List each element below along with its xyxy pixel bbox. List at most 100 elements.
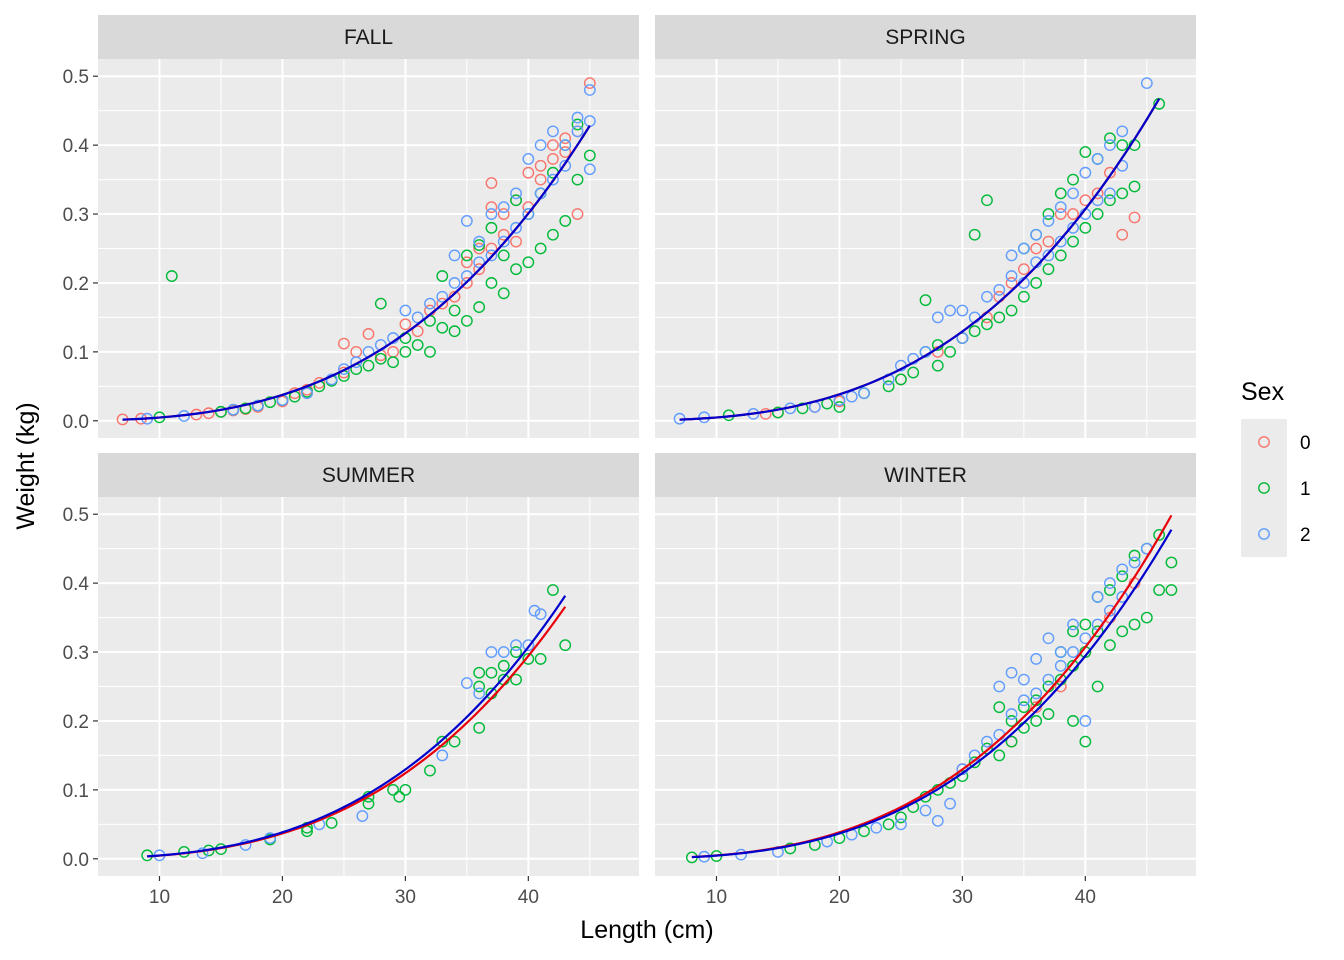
- data-point-sex-0: [1005, 277, 1018, 289]
- data-point-sex-2: [473, 687, 486, 700]
- data-point-sex-1: [497, 659, 510, 672]
- data-point-sex-2: [460, 677, 473, 689]
- data-point-sex-2: [251, 399, 264, 412]
- data-point-sex-1: [387, 783, 399, 796]
- data-point-sex-1: [1165, 556, 1178, 569]
- panel-summer: SUMMER 0.0 0.1 0.2 0.3 0.4 0.5 10 20 30 40: [63, 453, 639, 908]
- data-point-sex-2: [931, 311, 944, 324]
- data-point-sex-1: [1091, 208, 1104, 220]
- legend-key-background: [1241, 465, 1287, 511]
- data-point-sex-2: [473, 235, 486, 248]
- data-point-sex-1: [1153, 584, 1166, 596]
- data-point-sex-2: [1005, 270, 1018, 282]
- data-point-sex-1: [1128, 549, 1141, 562]
- data-point-sex-0: [571, 208, 584, 220]
- data-point-sex-1: [944, 345, 956, 358]
- data-point-sex-1: [1104, 194, 1116, 207]
- data-point-sex-2: [1116, 591, 1129, 603]
- y-tick-label: 0.1: [63, 343, 89, 364]
- data-point-sex-2: [436, 290, 449, 303]
- data-point-sex-1: [362, 797, 375, 810]
- data-point-sex-0: [1128, 211, 1141, 224]
- data-point-sex-1: [448, 304, 461, 317]
- data-point-sex-1: [1067, 715, 1079, 727]
- data-point-sex-1: [1067, 235, 1079, 248]
- data-point-sex-1: [374, 352, 387, 365]
- data-point-sex-0: [759, 407, 772, 420]
- data-point-sex-2: [1030, 653, 1043, 665]
- data-point-sex-2: [956, 332, 969, 344]
- data-point-sex-2: [981, 735, 993, 748]
- data-point-sex-1: [448, 735, 461, 748]
- data-point-sex-2: [1104, 139, 1116, 152]
- data-point-sex-2: [1104, 187, 1116, 200]
- y-tick-label: 0.1: [63, 781, 89, 802]
- data-point-sex-1: [895, 373, 907, 386]
- data-point-sex-1: [547, 584, 559, 596]
- legend-label: 0: [1300, 433, 1311, 454]
- data-point-sex-1: [993, 749, 1006, 762]
- data-point-sex-1: [1104, 584, 1116, 596]
- data-point-sex-1: [1128, 180, 1141, 193]
- data-point-sex-2: [448, 277, 461, 289]
- data-point-sex-2: [1054, 646, 1067, 658]
- data-point-sex-2: [571, 111, 584, 124]
- data-point-sex-1: [559, 215, 572, 227]
- data-point-sex-1: [968, 756, 981, 769]
- data-point-sex-2: [1140, 77, 1153, 90]
- x-tick-label: 40: [1075, 887, 1096, 908]
- data-point-sex-0: [473, 263, 486, 276]
- y-tick-label: 0.2: [63, 274, 89, 295]
- data-point-sex-1: [1067, 173, 1079, 186]
- data-point-sex-2: [301, 387, 313, 400]
- data-point-sex-1: [1005, 715, 1018, 727]
- data-point-sex-2: [944, 797, 956, 810]
- legend-label: 2: [1300, 525, 1311, 546]
- data-point-sex-1: [1079, 618, 1092, 631]
- data-point-sex-1: [1079, 221, 1092, 234]
- data-point-sex-1: [1030, 715, 1043, 727]
- data-point-sex-1: [436, 270, 449, 282]
- fit-curve-blue: [147, 595, 567, 858]
- data-point-sex-0: [1116, 228, 1129, 241]
- data-point-sex-2: [1116, 125, 1129, 138]
- data-point-sex-2: [1104, 604, 1116, 617]
- data-point-sex-1: [1116, 139, 1129, 152]
- data-point-sex-1: [485, 277, 498, 289]
- data-point-sex-1: [833, 401, 846, 413]
- data-point-sex-2: [1017, 673, 1030, 686]
- data-point-sex-1: [473, 239, 486, 251]
- data-point-sex-2: [1042, 215, 1055, 227]
- data-point-sex-2: [338, 363, 350, 375]
- data-point-sex-0: [547, 139, 559, 152]
- data-point-sex-1: [1005, 735, 1018, 748]
- x-axis-title: Length (cm): [580, 916, 713, 944]
- x-tick-label: 20: [272, 887, 293, 908]
- data-point-sex-0: [411, 325, 424, 338]
- data-point-sex-1: [534, 242, 547, 255]
- legend: Sex 0 1 2: [1241, 378, 1311, 557]
- data-point-sex-2: [196, 847, 209, 860]
- data-point-sex-2: [1017, 242, 1030, 255]
- data-point-sex-1: [784, 842, 797, 855]
- y-axis-title: Weight (kg): [12, 402, 40, 529]
- data-point-sex-1: [510, 263, 522, 276]
- data-point-sex-0: [399, 318, 412, 331]
- data-point-sex-2: [1067, 618, 1079, 631]
- data-point-sex-2: [1005, 666, 1018, 679]
- data-point-sex-0: [1054, 680, 1067, 693]
- data-point-sex-2: [1091, 591, 1104, 603]
- data-point-sex-0: [460, 256, 473, 269]
- legend-title: Sex: [1241, 378, 1285, 406]
- data-point-sex-1: [919, 294, 932, 307]
- data-point-sex-1: [981, 318, 993, 331]
- data-point-sex-0: [1091, 187, 1104, 200]
- data-point-sex-2: [534, 608, 547, 621]
- data-point-sex-1: [1054, 249, 1067, 262]
- data-point-sex-2: [460, 215, 473, 227]
- data-point-sex-1: [1104, 132, 1116, 145]
- facet-strip: [655, 15, 1196, 59]
- data-point-sex-1: [547, 228, 559, 241]
- data-point-sex-2: [858, 387, 870, 400]
- data-point-sex-0: [497, 208, 510, 220]
